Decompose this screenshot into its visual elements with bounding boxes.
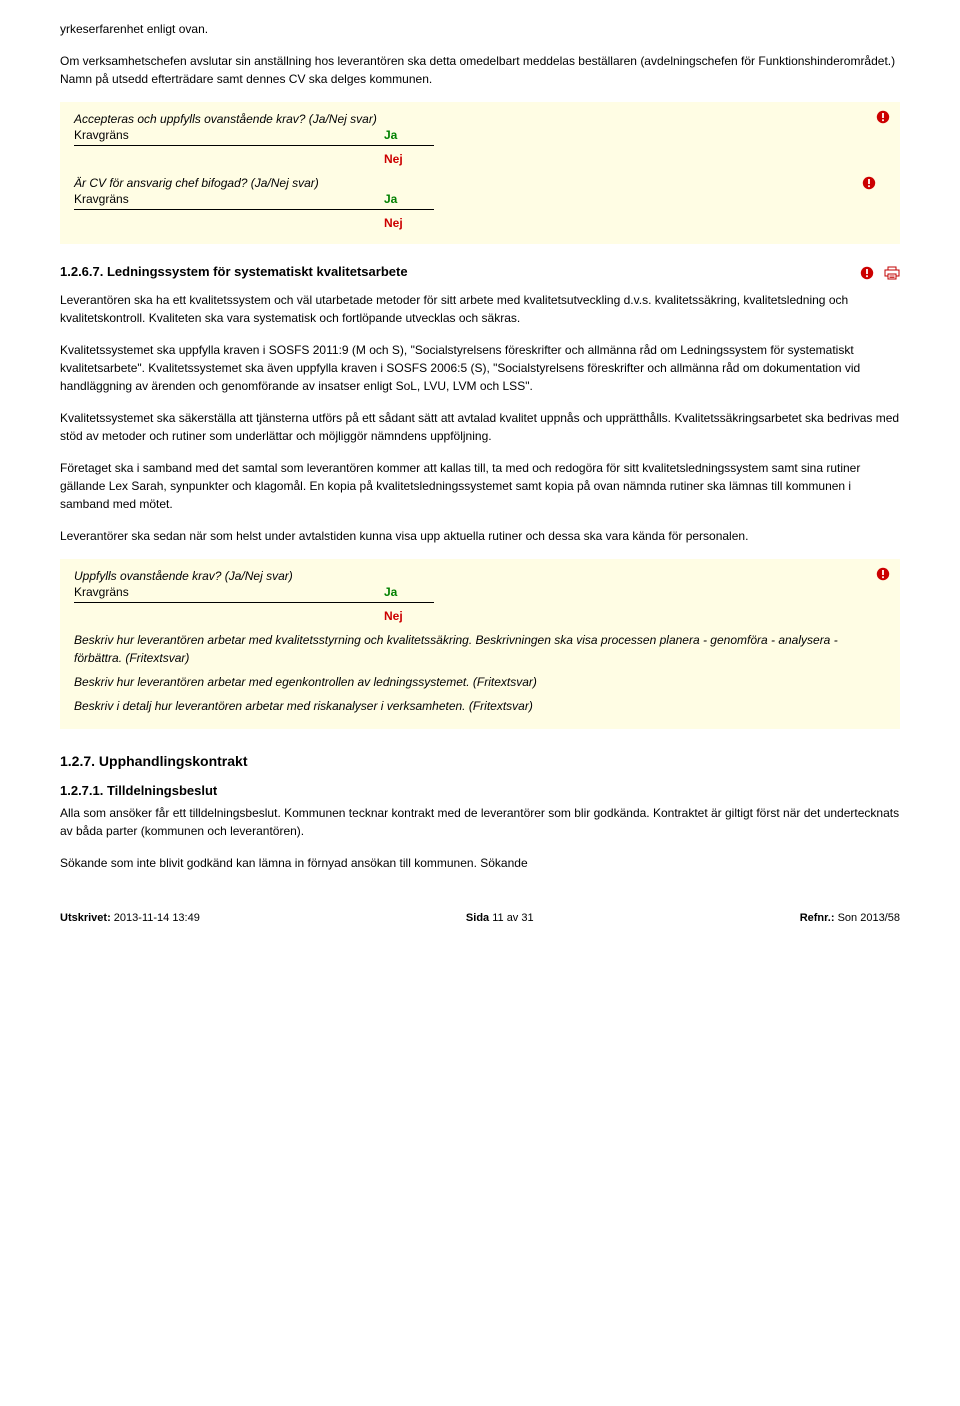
answer-ja: Ja xyxy=(384,192,397,206)
footer-right-label: Refnr.: xyxy=(800,912,835,924)
footer-left-value: 2013-11-14 13:49 xyxy=(111,912,200,924)
body-paragraph: Leverantörer ska sedan när som helst und… xyxy=(60,527,900,545)
intro-paragraph: Om verksamhetschefen avslutar sin anstäl… xyxy=(60,52,900,88)
requirement-box: Accepteras och uppfylls ovanstående krav… xyxy=(60,102,900,244)
body-paragraph: Kvalitetssystemet ska säkerställa att tj… xyxy=(60,409,900,445)
section-title: 1.2.6.7. Ledningssystem för systematiskt… xyxy=(60,264,848,279)
page-footer: Utskrivet: 2013-11-14 13:49 Sida 11 av 3… xyxy=(60,912,900,924)
question-text: Är CV för ansvarig chef bifogad? (Ja/Nej… xyxy=(74,176,384,190)
answer-nej: Nej xyxy=(384,609,403,623)
footer-center: Sida 11 av 31 xyxy=(466,912,534,924)
footer-right: Refnr.: Son 2013/58 xyxy=(800,912,900,924)
answer-nej: Nej xyxy=(384,216,403,230)
footer-center-value: 11 av 31 xyxy=(492,912,533,924)
requirement-box: Uppfylls ovanstående krav? (Ja/Nej svar)… xyxy=(60,559,900,729)
footer-left-label: Utskrivet: xyxy=(60,912,111,924)
subsection-title: 1.2.7.1. Tilldelningsbeslut xyxy=(60,783,900,798)
kravgrans-label: Kravgräns xyxy=(74,585,384,599)
freetext-question: Beskriv hur leverantören arbetar med kva… xyxy=(74,631,886,667)
warning-icon xyxy=(876,110,890,127)
answer-nej: Nej xyxy=(384,152,403,166)
question-text: Accepteras och uppfylls ovanstående krav… xyxy=(74,112,384,126)
warning-icon xyxy=(862,176,876,193)
freetext-question: Beskriv i detalj hur leverantören arbeta… xyxy=(74,697,886,715)
warning-icon xyxy=(860,266,874,283)
body-paragraph: Alla som ansöker får ett tilldelningsbes… xyxy=(60,804,900,840)
answer-ja: Ja xyxy=(384,585,397,599)
answer-ja: Ja xyxy=(384,128,397,142)
kravgrans-label: Kravgräns xyxy=(74,192,384,206)
kravgrans-label: Kravgräns xyxy=(74,128,384,142)
body-paragraph: Leverantören ska ha ett kvalitetssystem … xyxy=(60,291,900,327)
footer-left: Utskrivet: 2013-11-14 13:49 xyxy=(60,912,200,924)
print-icon[interactable] xyxy=(884,266,900,283)
footer-center-label: Sida xyxy=(466,912,492,924)
body-paragraph: Sökande som inte blivit godkänd kan lämn… xyxy=(60,854,900,872)
section-heading: 1.2.6.7. Ledningssystem för systematiskt… xyxy=(60,264,900,283)
body-paragraph: Kvalitetssystemet ska uppfylla kraven i … xyxy=(60,341,900,395)
freetext-question: Beskriv hur leverantören arbetar med ege… xyxy=(74,673,886,691)
intro-paragraph: yrkeserfarenhet enligt ovan. xyxy=(60,20,900,38)
question-text: Uppfylls ovanstående krav? (Ja/Nej svar) xyxy=(74,569,384,583)
section-title: 1.2.7. Upphandlingskontrakt xyxy=(60,753,900,769)
footer-right-value: Son 2013/58 xyxy=(835,912,900,924)
warning-icon xyxy=(876,567,890,584)
body-paragraph: Företaget ska i samband med det samtal s… xyxy=(60,459,900,513)
